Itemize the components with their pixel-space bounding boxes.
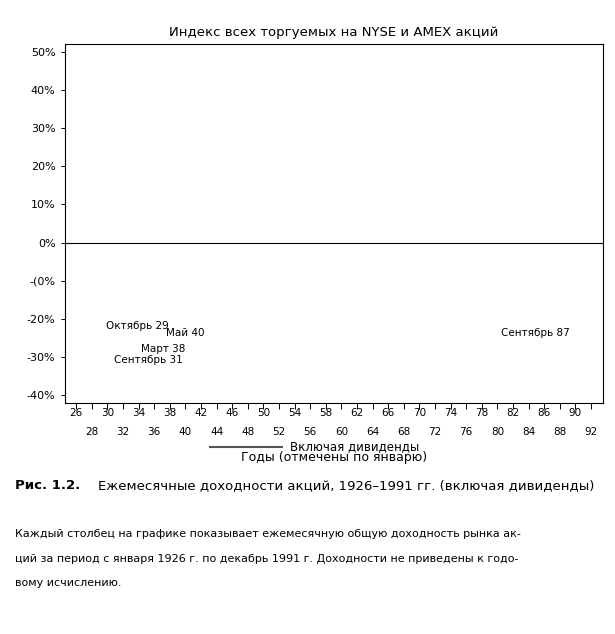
Text: 32: 32 bbox=[116, 427, 130, 437]
Text: 70: 70 bbox=[413, 408, 426, 418]
Text: 52: 52 bbox=[272, 427, 286, 437]
Text: 46: 46 bbox=[226, 408, 239, 418]
Text: Каждый столбец на графике показывает ежемесячную общую доходность рынка ак-: Каждый столбец на графике показывает еже… bbox=[15, 529, 522, 540]
Text: Годы (отмечены по январю): Годы (отмечены по январю) bbox=[240, 451, 427, 464]
Text: 34: 34 bbox=[132, 408, 145, 418]
Text: 66: 66 bbox=[381, 408, 395, 418]
Text: 40: 40 bbox=[179, 427, 192, 437]
Text: Сентябрь 87: Сентябрь 87 bbox=[501, 328, 570, 339]
Text: 72: 72 bbox=[429, 427, 442, 437]
Text: Включая дивиденды: Включая дивиденды bbox=[290, 441, 419, 453]
Text: 58: 58 bbox=[319, 408, 333, 418]
Text: 90: 90 bbox=[569, 408, 582, 418]
Text: 60: 60 bbox=[335, 427, 348, 437]
Text: 78: 78 bbox=[475, 408, 488, 418]
Text: 62: 62 bbox=[351, 408, 363, 418]
Text: 64: 64 bbox=[366, 427, 379, 437]
Text: Март 38: Март 38 bbox=[141, 344, 185, 354]
Text: 88: 88 bbox=[553, 427, 566, 437]
Text: 48: 48 bbox=[241, 427, 255, 437]
Title: Индекс всех торгуемых на NYSE и АМЕХ акций: Индекс всех торгуемых на NYSE и АМЕХ акц… bbox=[169, 26, 498, 39]
Text: 76: 76 bbox=[459, 427, 473, 437]
Text: 50: 50 bbox=[257, 408, 270, 418]
Text: Ежемесячные доходности акций, 1926–1991 гг. (включая дивиденды): Ежемесячные доходности акций, 1926–1991 … bbox=[98, 479, 595, 492]
Text: 56: 56 bbox=[304, 427, 317, 437]
Text: 30: 30 bbox=[101, 408, 114, 418]
Text: 80: 80 bbox=[491, 427, 504, 437]
Text: Май 40: Май 40 bbox=[166, 328, 204, 339]
Text: Рис. 1.2.: Рис. 1.2. bbox=[15, 479, 81, 492]
Text: 26: 26 bbox=[69, 408, 83, 418]
Text: 42: 42 bbox=[194, 408, 208, 418]
Text: 82: 82 bbox=[506, 408, 520, 418]
Text: 44: 44 bbox=[210, 427, 223, 437]
Text: Октябрь 29: Октябрь 29 bbox=[106, 321, 169, 331]
Text: Сентябрь 31: Сентябрь 31 bbox=[114, 355, 183, 365]
Text: 92: 92 bbox=[584, 427, 598, 437]
Text: 28: 28 bbox=[85, 427, 98, 437]
Text: 68: 68 bbox=[397, 427, 410, 437]
Text: 74: 74 bbox=[444, 408, 457, 418]
Text: 38: 38 bbox=[163, 408, 177, 418]
Text: 36: 36 bbox=[148, 427, 161, 437]
Text: 84: 84 bbox=[522, 427, 535, 437]
Text: 54: 54 bbox=[288, 408, 301, 418]
Text: вому исчислению.: вому исчислению. bbox=[15, 578, 122, 588]
Text: 86: 86 bbox=[538, 408, 551, 418]
Text: ций за период с января 1926 г. по декабрь 1991 г. Доходности не приведены к годо: ций за период с января 1926 г. по декабр… bbox=[15, 553, 519, 564]
